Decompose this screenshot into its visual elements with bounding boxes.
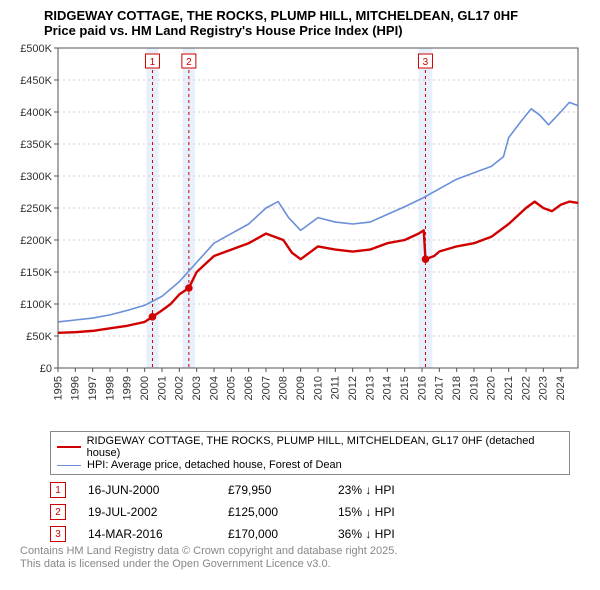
chart-title-1: RIDGEWAY COTTAGE, THE ROCKS, PLUMP HILL,…	[44, 8, 590, 23]
legend-swatch	[57, 446, 81, 448]
svg-text:2009: 2009	[295, 376, 307, 400]
svg-text:2008: 2008	[278, 376, 290, 400]
footer-line-1: Contains HM Land Registry data © Crown c…	[20, 545, 590, 558]
transaction-delta: 23% ↓ HPI	[338, 483, 458, 497]
svg-text:£350K: £350K	[20, 139, 52, 151]
svg-text:2017: 2017	[434, 376, 446, 400]
legend-label: HPI: Average price, detached house, Fore…	[87, 459, 342, 471]
transaction-price: £125,000	[228, 505, 338, 519]
legend: RIDGEWAY COTTAGE, THE ROCKS, PLUMP HILL,…	[50, 431, 570, 475]
svg-text:1997: 1997	[87, 376, 99, 400]
transaction-delta: 36% ↓ HPI	[338, 527, 458, 541]
svg-text:£250K: £250K	[20, 203, 52, 215]
svg-text:1: 1	[150, 57, 156, 68]
svg-text:£450K: £450K	[20, 75, 52, 87]
svg-text:2011: 2011	[330, 376, 342, 400]
footer-line-2: This data is licensed under the Open Gov…	[20, 558, 590, 571]
svg-text:2006: 2006	[243, 376, 255, 400]
transaction-date: 16-JUN-2000	[88, 483, 228, 497]
svg-text:£50K: £50K	[26, 331, 52, 343]
svg-text:2004: 2004	[208, 376, 220, 400]
svg-text:2019: 2019	[468, 376, 480, 400]
svg-text:2001: 2001	[156, 376, 168, 400]
transaction-delta: 15% ↓ HPI	[338, 505, 458, 519]
svg-text:2000: 2000	[139, 376, 151, 400]
svg-text:2015: 2015	[399, 376, 411, 400]
svg-text:£400K: £400K	[20, 107, 52, 119]
svg-text:£200K: £200K	[20, 235, 52, 247]
svg-text:£300K: £300K	[20, 171, 52, 183]
svg-text:2010: 2010	[312, 376, 324, 400]
svg-text:2016: 2016	[416, 376, 428, 400]
svg-text:2024: 2024	[555, 376, 567, 400]
transaction-table: 1 16-JUN-2000£79,95023% ↓ HPI 2 19-JUL-2002…	[50, 479, 570, 545]
svg-text:£500K: £500K	[20, 43, 52, 55]
svg-text:3: 3	[423, 57, 429, 68]
svg-text:2005: 2005	[226, 376, 238, 400]
svg-text:1996: 1996	[70, 376, 82, 400]
svg-text:2002: 2002	[174, 376, 186, 400]
transaction-row: 2 19-JUL-2002£125,00015% ↓ HPI	[50, 501, 570, 523]
transaction-marker: 3	[50, 526, 66, 542]
svg-text:2023: 2023	[538, 376, 550, 400]
svg-text:2: 2	[186, 57, 192, 68]
footer-attribution: Contains HM Land Registry data © Crown c…	[20, 545, 590, 571]
transaction-row: 1 16-JUN-2000£79,95023% ↓ HPI	[50, 479, 570, 501]
transaction-marker: 2	[50, 504, 66, 520]
svg-text:£150K: £150K	[20, 267, 52, 279]
svg-text:2021: 2021	[503, 376, 515, 400]
svg-text:2007: 2007	[260, 376, 272, 400]
svg-text:2003: 2003	[191, 376, 203, 400]
chart-container: RIDGEWAY COTTAGE, THE ROCKS, PLUMP HILL,…	[0, 0, 600, 577]
price-chart: £0 £50K £100K £150K £200K £250K £300K £350K £400…	[10, 40, 590, 420]
legend-item: HPI: Average price, detached house, Fore…	[57, 459, 563, 471]
legend-swatch	[57, 465, 81, 466]
transaction-date: 14-MAR-2016	[88, 527, 228, 541]
transaction-marker: 1	[50, 482, 66, 498]
transaction-price: £79,950	[228, 483, 338, 497]
svg-text:£100K: £100K	[20, 299, 52, 311]
svg-text:2018: 2018	[451, 376, 463, 400]
svg-text:1995: 1995	[52, 376, 64, 400]
legend-item: RIDGEWAY COTTAGE, THE ROCKS, PLUMP HILL,…	[57, 435, 563, 459]
svg-text:1999: 1999	[122, 376, 134, 400]
svg-text:2012: 2012	[347, 376, 359, 400]
transaction-price: £170,000	[228, 527, 338, 541]
legend-label: RIDGEWAY COTTAGE, THE ROCKS, PLUMP HILL,…	[87, 435, 563, 459]
svg-text:2014: 2014	[382, 376, 394, 400]
svg-text:£0: £0	[40, 363, 52, 375]
svg-text:2013: 2013	[364, 376, 376, 400]
chart-title-2: Price paid vs. HM Land Registry's House …	[44, 23, 590, 38]
svg-text:2022: 2022	[520, 376, 532, 400]
svg-text:1998: 1998	[104, 376, 116, 400]
transaction-date: 19-JUL-2002	[88, 505, 228, 519]
svg-text:2020: 2020	[486, 376, 498, 400]
transaction-row: 3 14-MAR-2016£170,00036% ↓ HPI	[50, 523, 570, 545]
